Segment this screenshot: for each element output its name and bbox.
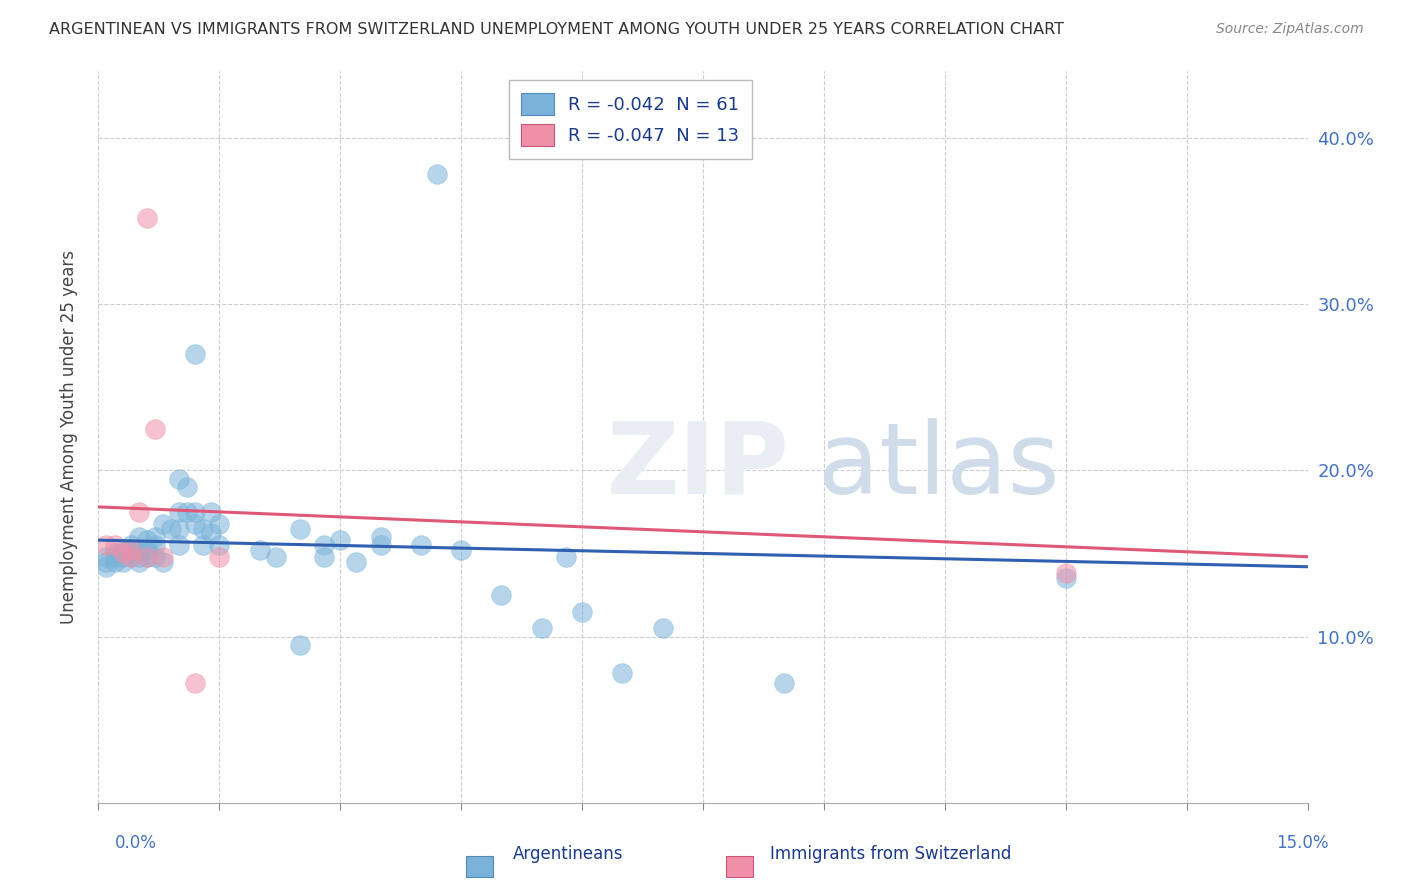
Text: ZIP: ZIP: [606, 417, 789, 515]
Point: [103, 549, 125, 564]
Text: Source: ZipAtlas.com: Source: ZipAtlas.com: [1216, 22, 1364, 37]
Point: [111, 549, 134, 564]
Point: [450, 543, 472, 558]
Point: [167, 538, 190, 552]
Point: [1054, 566, 1077, 581]
Point: [176, 480, 198, 494]
Point: [208, 549, 231, 564]
Point: [128, 530, 150, 544]
Point: [344, 555, 367, 569]
Point: [651, 621, 673, 635]
Point: [571, 605, 593, 619]
Point: [1054, 571, 1077, 585]
Point: [111, 555, 134, 569]
Point: [288, 638, 311, 652]
Point: [152, 516, 174, 531]
Point: [96, 555, 118, 569]
Point: [200, 526, 222, 541]
Point: [370, 530, 392, 544]
Text: Argentineans: Argentineans: [513, 845, 624, 863]
Point: [152, 549, 174, 564]
Point: [184, 676, 207, 690]
Point: [288, 521, 311, 535]
Point: [135, 533, 157, 548]
Point: [208, 516, 231, 531]
Point: [143, 538, 166, 552]
Point: [530, 621, 553, 635]
Point: [409, 538, 432, 552]
Text: 0.0%: 0.0%: [115, 834, 157, 852]
Point: [128, 555, 150, 569]
Point: [184, 505, 207, 519]
Legend: R = -0.042  N = 61, R = -0.047  N = 13: R = -0.042 N = 61, R = -0.047 N = 13: [509, 80, 752, 159]
Point: [96, 549, 118, 564]
Point: [555, 549, 578, 564]
Point: [491, 588, 513, 602]
Text: 15.0%: 15.0%: [1277, 834, 1329, 852]
Point: [612, 666, 634, 681]
Point: [128, 549, 150, 564]
Point: [143, 422, 166, 436]
Point: [160, 521, 183, 535]
Point: [120, 549, 142, 564]
Point: [167, 521, 190, 535]
Point: [200, 505, 222, 519]
Point: [103, 546, 125, 560]
Point: [111, 543, 134, 558]
Point: [329, 533, 352, 548]
Point: [314, 538, 336, 552]
Point: [111, 546, 134, 560]
Point: [135, 543, 157, 558]
Point: [264, 549, 287, 564]
Point: [314, 549, 336, 564]
Point: [120, 543, 142, 558]
Point: [120, 538, 142, 552]
Point: [167, 505, 190, 519]
Point: [426, 168, 449, 182]
Point: [103, 555, 125, 569]
Point: [772, 676, 794, 690]
Point: [249, 543, 271, 558]
Point: [120, 543, 142, 558]
Point: [208, 538, 231, 552]
Text: ARGENTINEAN VS IMMIGRANTS FROM SWITZERLAND UNEMPLOYMENT AMONG YOUTH UNDER 25 YEA: ARGENTINEAN VS IMMIGRANTS FROM SWITZERLA…: [49, 22, 1064, 37]
Point: [184, 516, 207, 531]
Point: [193, 521, 215, 535]
Point: [135, 549, 157, 564]
Point: [128, 543, 150, 558]
Point: [184, 347, 207, 361]
Point: [370, 538, 392, 552]
Y-axis label: Unemployment Among Youth under 25 years: Unemployment Among Youth under 25 years: [59, 250, 77, 624]
Point: [152, 555, 174, 569]
Text: atlas: atlas: [818, 417, 1060, 515]
Point: [103, 538, 125, 552]
Point: [135, 211, 157, 225]
Point: [135, 549, 157, 564]
Point: [193, 538, 215, 552]
Point: [96, 538, 118, 552]
Point: [143, 530, 166, 544]
Text: Immigrants from Switzerland: Immigrants from Switzerland: [770, 845, 1012, 863]
Point: [96, 559, 118, 574]
Point: [128, 505, 150, 519]
Point: [143, 549, 166, 564]
Point: [176, 505, 198, 519]
Point: [120, 549, 142, 564]
Point: [167, 472, 190, 486]
